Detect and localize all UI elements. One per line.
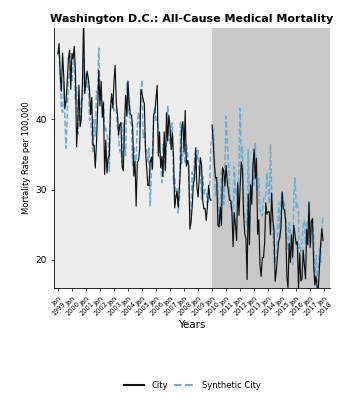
Legend: City, Synthetic City: City, Synthetic City <box>120 377 264 393</box>
X-axis label: Years: Years <box>178 320 206 330</box>
Y-axis label: Mortality Rate per 100,000: Mortality Rate per 100,000 <box>22 102 31 214</box>
Bar <box>212 28 340 288</box>
Title: Washington D.C.: All-Cause Medical Mortality: Washington D.C.: All-Cause Medical Morta… <box>50 14 334 24</box>
